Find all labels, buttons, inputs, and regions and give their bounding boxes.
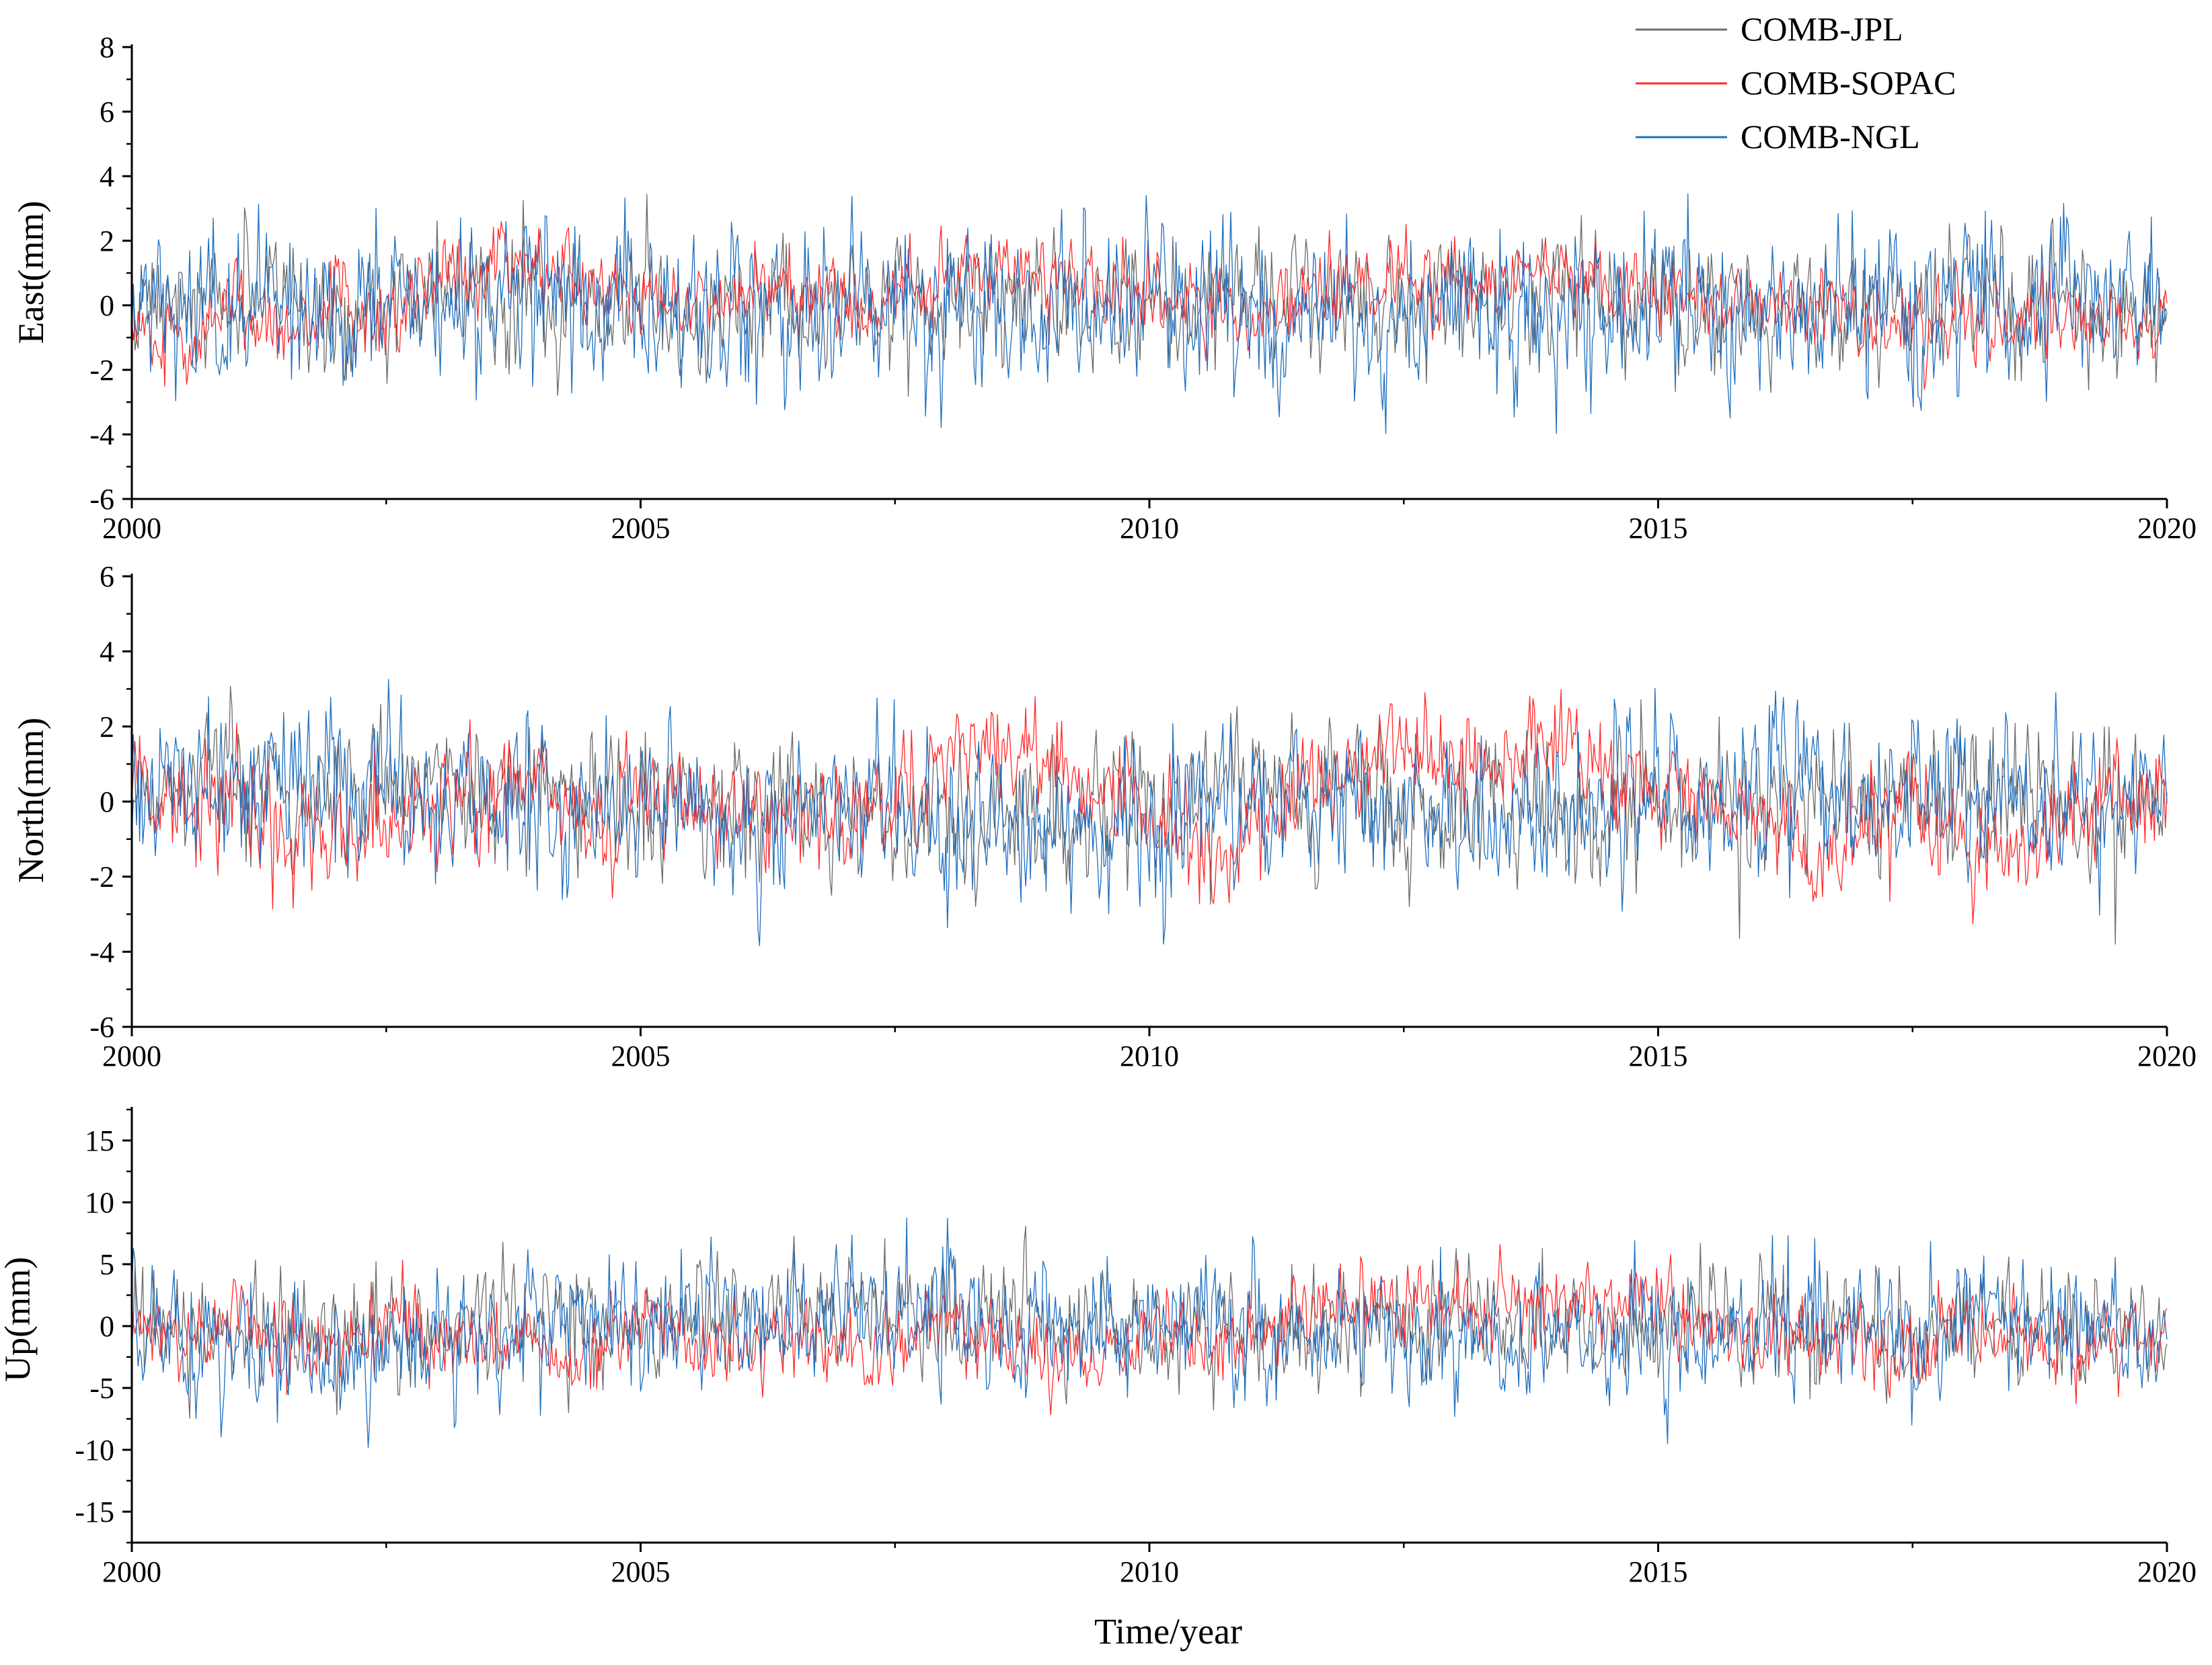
- x-axis-title: Time/year: [1094, 1611, 1242, 1652]
- north-axes: -6 -4 -2 0 2 4 6 2000 2005 2010 2015 2020: [89, 560, 2197, 1073]
- east-ytick-label: 6: [100, 95, 114, 128]
- up-panel: -15 -10 -5 0 5 10 15 2000 2005 2010 2015 2020 Up(mm…: [0, 1107, 2197, 1588]
- east-xtick-label: 2005: [611, 512, 671, 545]
- east-ytick-label: 0: [100, 289, 114, 322]
- north-ylabel: North(mm): [11, 718, 51, 883]
- up-series: [131, 1217, 2168, 1448]
- north-series: [131, 679, 2168, 947]
- east-ytick-label: 8: [100, 31, 114, 64]
- north-ytick-label: -4: [89, 935, 114, 968]
- up-xtick-label: 2015: [1629, 1555, 1688, 1588]
- east-xtick-label: 2000: [102, 512, 161, 545]
- east-ytick-label: -4: [89, 418, 114, 451]
- east-xtick-label: 2015: [1629, 512, 1688, 545]
- north-ytick-label: 6: [100, 560, 114, 593]
- east-ylabel: East(mm): [11, 201, 51, 344]
- up-ytick-label: -10: [75, 1434, 114, 1467]
- north-series-comb-ngl: [131, 679, 2168, 947]
- up-axes: -15 -10 -5 0 5 10 15 2000 2005 2010 2015 2020: [75, 1107, 2197, 1588]
- north-xtick-label: 2015: [1629, 1040, 1688, 1073]
- up-ytick-label: 0: [100, 1310, 114, 1343]
- north-ytick-label: 0: [100, 785, 114, 818]
- legend-label-jpl: COMB-JPL: [1741, 10, 1903, 48]
- east-ytick-label: -2: [89, 354, 114, 387]
- up-ytick-label: -15: [75, 1496, 114, 1528]
- legend-label-sopac: COMB-SOPAC: [1741, 64, 1956, 102]
- north-xtick-label: 2020: [2137, 1040, 2197, 1073]
- east-axes: -6 -4 -2 0 2 4 6 8 2000 2005 2010 2015 2020: [89, 31, 2197, 545]
- east-ytick-label: 4: [100, 160, 114, 193]
- north-ytick-label: -6: [89, 1011, 114, 1044]
- legend-label-ngl: COMB-NGL: [1741, 118, 1920, 155]
- east-xtick-label: 2010: [1120, 512, 1179, 545]
- east-xtick-label: 2020: [2137, 512, 2197, 545]
- north-ytick-label: -2: [89, 861, 114, 894]
- north-ytick-label: 2: [100, 710, 114, 743]
- up-ytick-label: 15: [85, 1124, 114, 1157]
- up-series-comb-jpl: [131, 1225, 2168, 1419]
- north-xtick-label: 2000: [102, 1040, 161, 1073]
- up-xtick-label: 2010: [1120, 1555, 1179, 1588]
- east-series-comb-ngl: [131, 193, 2168, 434]
- up-xtick-label: 2000: [102, 1555, 161, 1588]
- up-xtick-label: 2020: [2137, 1555, 2197, 1588]
- east-ytick-label: -6: [89, 483, 114, 516]
- east-series-comb-sopac: [131, 221, 2168, 390]
- east-panel: -6 -4 -2 0 2 4 6 8 2000 2005 2010 2015 2020 East(mm): [11, 31, 2197, 545]
- north-xtick-label: 2010: [1120, 1040, 1179, 1073]
- up-series-comb-ngl: [131, 1217, 2168, 1448]
- legend: COMB-JPL COMB-SOPAC COMB-NGL: [1636, 10, 1956, 155]
- north-panel: -6 -4 -2 0 2 4 6 2000 2005 2010 2015 2020 North(mm): [11, 560, 2197, 1073]
- north-ytick-label: 4: [100, 635, 114, 668]
- up-ytick-label: 10: [85, 1186, 114, 1219]
- up-xtick-label: 2005: [611, 1555, 671, 1588]
- east-series: [131, 193, 2168, 434]
- east-ytick-label: 2: [100, 225, 114, 258]
- north-xtick-label: 2005: [611, 1040, 671, 1073]
- up-ylabel: Up(mm): [0, 1257, 38, 1382]
- up-ytick-label: 5: [100, 1248, 114, 1281]
- up-ytick-label: -5: [89, 1372, 114, 1405]
- north-series-comb-jpl: [131, 685, 2168, 945]
